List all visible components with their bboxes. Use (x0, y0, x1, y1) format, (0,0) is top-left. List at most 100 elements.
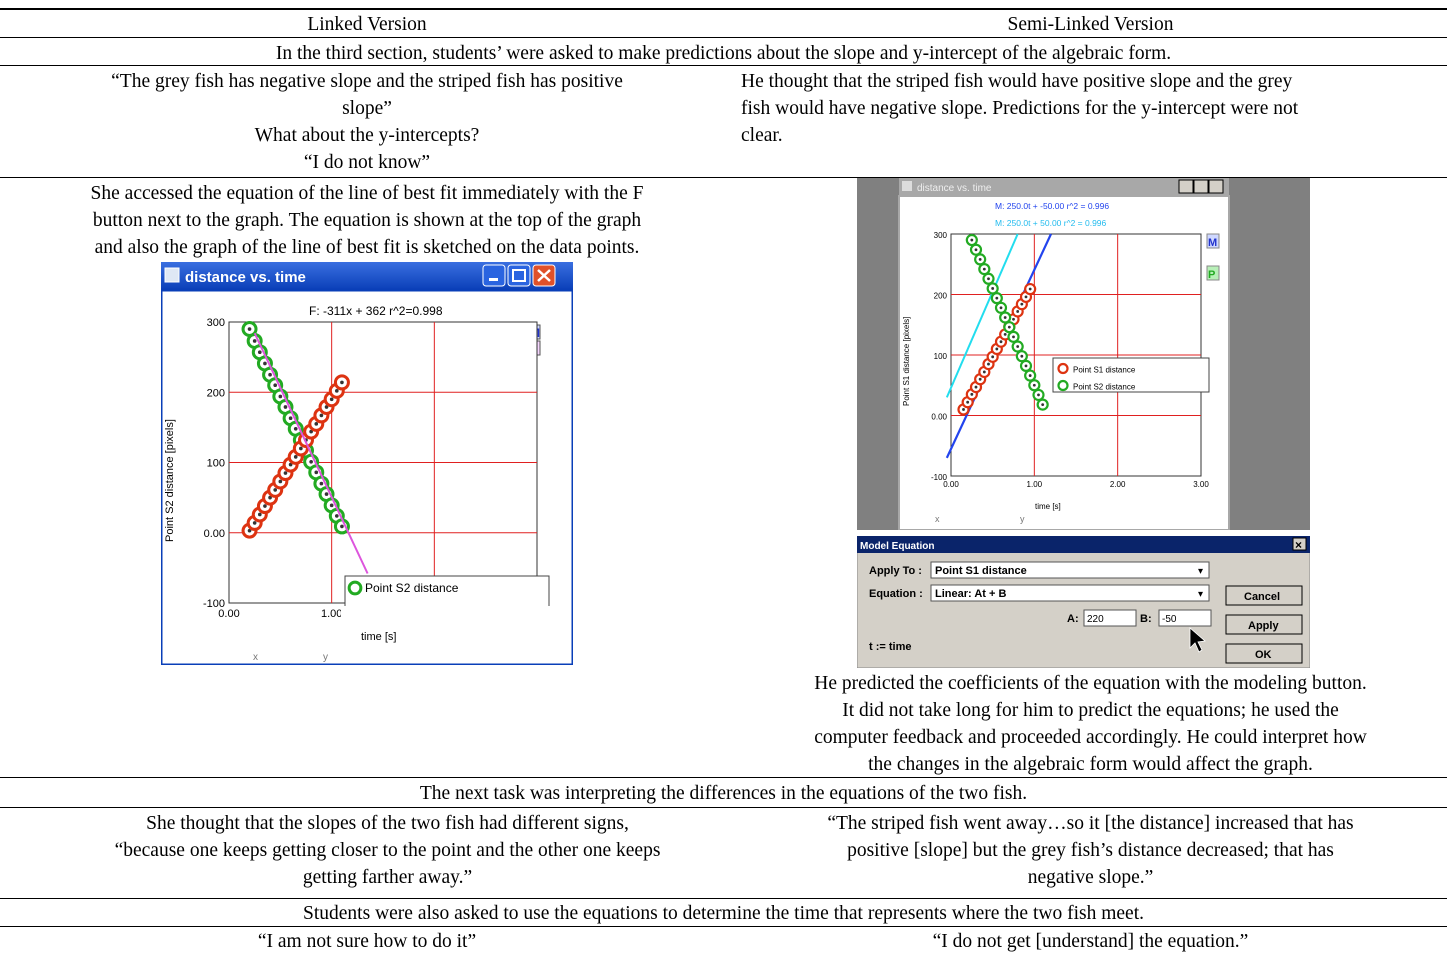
interp-linked: She thought that the slopes of the two f… (0, 810, 775, 891)
equation-value: Linear: At + B (935, 588, 1006, 600)
dialog-close-button[interactable] (1292, 537, 1307, 551)
header-linked: Linked Version (307, 14, 427, 35)
apply-button[interactable] (1225, 614, 1303, 635)
table-rule (0, 65, 1447, 66)
y-axis-label: Point S2 distance [pixels] (164, 419, 176, 542)
close-button[interactable] (532, 264, 556, 287)
cancel-button[interactable] (1225, 585, 1303, 606)
y-tick-label: 200 (207, 387, 225, 399)
fit-equation: F: -311x + 362 r^2=0.998 (309, 304, 443, 318)
a-value: 220 (1087, 614, 1104, 625)
cursor-arrow-icon (1189, 627, 1206, 653)
model-equation-2: M: 250.0t + 50.00 r^2 = 0.996 (995, 218, 1107, 228)
data-point-center (991, 287, 995, 290)
y-tick-label: 0.00 (204, 528, 225, 540)
meet-prompt: Students were also asked to use the equa… (303, 903, 1144, 924)
x-axis-label: time [s] (361, 631, 396, 643)
text-line: She accessed the equation of the line of… (90, 183, 644, 204)
legend-marker (347, 580, 363, 596)
maximize-button[interactable] (1193, 179, 1209, 194)
x-tick-label: 1.00 (321, 608, 342, 620)
dialog-title: Model Equation (860, 541, 934, 552)
apply-to-value: Point S1 distance (935, 565, 1027, 577)
data-point-center (273, 383, 278, 388)
data-point-center (309, 459, 313, 464)
text-line: “The striped fish went away…so it [the d… (827, 813, 1354, 834)
data-point-center (257, 350, 262, 355)
ok-label: OK (1255, 649, 1272, 661)
data-point-center (1028, 374, 1032, 377)
data-point-center (273, 488, 278, 492)
table-top-rule (0, 8, 1447, 10)
data-point-center (1016, 345, 1020, 348)
text-line: He thought that the striped fish would h… (741, 71, 1293, 92)
section3-linked: “The grey fish has negative slope and th… (0, 68, 734, 176)
a-input[interactable] (1083, 609, 1137, 627)
data-point-center (329, 397, 334, 402)
text-line: getting farther away.” (302, 867, 473, 888)
data-point-center (1032, 383, 1036, 387)
x-tick-label: 0.00 (218, 608, 239, 620)
data-point-center (995, 347, 999, 351)
window-title: distance vs. time (185, 269, 306, 286)
close-button[interactable] (1208, 179, 1224, 194)
p-button[interactable] (1206, 265, 1220, 281)
b-input[interactable] (1158, 609, 1212, 627)
legend-box (1052, 357, 1210, 393)
data-point-center (1012, 317, 1015, 321)
equation-select[interactable] (930, 584, 1210, 602)
y-tick-label: 200 (934, 292, 948, 301)
title-bar[interactable] (899, 178, 1229, 196)
section3-semi: He thought that the striped fish would h… (741, 68, 1441, 149)
data-point-center (974, 385, 978, 389)
data-point-center (293, 426, 298, 431)
text-line: negative slope.” (1027, 867, 1154, 888)
data-point-center (324, 492, 329, 496)
table-rule (0, 807, 1447, 808)
legend-marker (1057, 379, 1069, 392)
table-rule (0, 37, 1447, 38)
y-tick-label: 300 (207, 317, 225, 329)
data-point-center (999, 340, 1003, 344)
table-rule (0, 926, 1447, 927)
maximize-button[interactable] (507, 264, 531, 287)
legend-entry: Point S2 distance (1073, 383, 1136, 392)
semi-graph-window: distance vs. time M: 250.0t + -50.00 r^2… (857, 178, 1310, 531)
p-button-label: P (1208, 269, 1215, 281)
data-point-center (299, 446, 303, 451)
data-point-center (268, 495, 272, 500)
fit-semi-text: He predicted the coefficients of the equ… (734, 670, 1447, 778)
data-point-center (278, 479, 283, 484)
data-point-center (288, 462, 293, 467)
data-point-center (1024, 364, 1028, 368)
apply-to-select[interactable] (930, 561, 1210, 579)
data-point-center (247, 528, 252, 533)
text-line: clear. (741, 125, 783, 146)
y-tick-label: 100 (207, 458, 225, 470)
data-point-center (1028, 287, 1032, 291)
meet-semi: “I do not get [understand] the equation.… (932, 931, 1249, 952)
legend-entry: Point S1 distance (1073, 366, 1136, 375)
data-point-center (995, 296, 999, 300)
data-point-center (987, 362, 990, 366)
data-point-center (252, 339, 257, 343)
data-point-center (982, 370, 986, 374)
data-point-center (982, 267, 986, 271)
dialog-title-bar[interactable] (857, 536, 1310, 553)
minimize-button[interactable] (1178, 179, 1194, 194)
window-app-icon (164, 267, 180, 283)
ok-button[interactable] (1225, 643, 1303, 664)
data-point-center (340, 524, 344, 529)
minimize-button[interactable] (482, 264, 506, 287)
text-line: “I do not know” (303, 152, 431, 173)
m-button[interactable] (1206, 233, 1220, 249)
y-tick-label: -100 (931, 473, 948, 482)
footer-y: y (1020, 514, 1025, 524)
data-point-center (283, 471, 288, 475)
data-point-center (278, 394, 283, 399)
equation-label: Equation : (869, 588, 923, 600)
text-line: the changes in the algebraic form would … (868, 754, 1313, 775)
data-point-center (1024, 295, 1028, 299)
data-point-center (966, 400, 970, 404)
cancel-label: Cancel (1244, 591, 1280, 603)
